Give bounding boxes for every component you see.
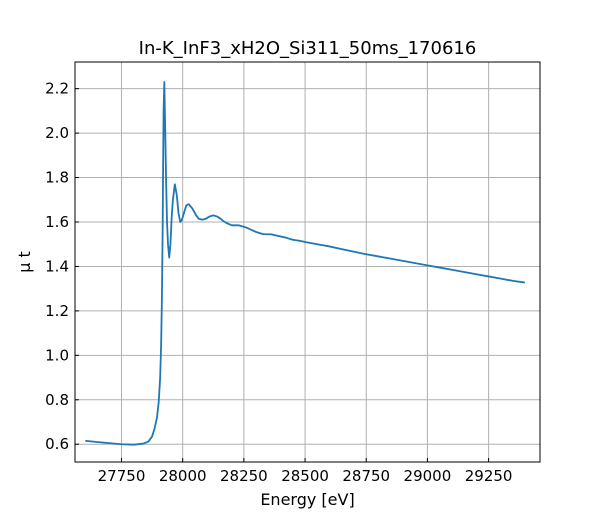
x-tick-label: 28500 <box>281 467 329 485</box>
y-tick-label: 0.8 <box>45 391 69 409</box>
y-axis-label: μ t <box>15 251 34 273</box>
x-tick-label: 29000 <box>404 467 452 485</box>
x-tick-label: 28000 <box>159 467 207 485</box>
x-tick-label: 28750 <box>342 467 390 485</box>
x-tick-label: 28250 <box>220 467 268 485</box>
x-tick-label: 29250 <box>465 467 513 485</box>
plot-frame <box>74 61 541 463</box>
x-tick-label: 27750 <box>98 467 146 485</box>
x-grid-lines <box>121 62 490 462</box>
y-grid-lines <box>75 88 540 445</box>
x-axis-ticks: 27750 28000 28250 28500 28750 29000 29250 <box>98 458 513 485</box>
x-axis-label: Energy [eV] <box>260 490 354 509</box>
y-tick-label: 0.6 <box>45 435 69 453</box>
y-tick-label: 1.0 <box>45 346 69 364</box>
y-axis-ticks: 0.6 0.8 1.0 1.2 1.4 1.6 1.8 2.0 2.2 <box>45 80 79 453</box>
y-tick-label: 1.2 <box>45 302 69 320</box>
y-tick-label: 1.6 <box>45 213 69 231</box>
y-tick-label: 2.2 <box>45 80 69 98</box>
series-line <box>85 81 525 446</box>
y-tick-label: 1.8 <box>45 169 69 187</box>
plot-area <box>75 62 540 462</box>
chart-title: In-K_InF3_xH2O_Si311_50ms_170616 <box>139 38 477 59</box>
y-tick-label: 1.4 <box>45 257 69 275</box>
y-tick-label: 2.0 <box>45 124 69 142</box>
